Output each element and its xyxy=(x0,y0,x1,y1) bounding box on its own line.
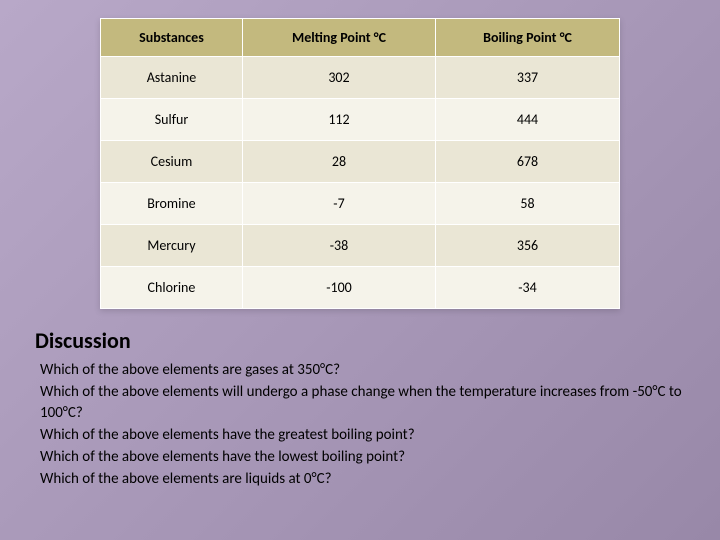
table-header: Substances Melting Point °C Boiling Poin… xyxy=(101,19,620,57)
cell-boiling: 356 xyxy=(436,225,620,267)
cell-melting: -100 xyxy=(242,267,435,309)
cell-boiling: -34 xyxy=(436,267,620,309)
cell-melting: 112 xyxy=(242,99,435,141)
cell-boiling: 337 xyxy=(436,57,620,99)
table-row: Chlorine -100 -34 xyxy=(101,267,620,309)
discussion-questions: Which of the above elements are gases at… xyxy=(30,360,690,490)
cell-substance: Chlorine xyxy=(101,267,243,309)
col-melting: Melting Point °C xyxy=(242,19,435,57)
cell-boiling: 58 xyxy=(436,183,620,225)
cell-melting: -7 xyxy=(242,183,435,225)
table-row: Sulfur 112 444 xyxy=(101,99,620,141)
table-row: Bromine -7 58 xyxy=(101,183,620,225)
question-item: Which of the above elements are liquids … xyxy=(40,469,690,489)
cell-melting: -38 xyxy=(242,225,435,267)
elements-table: Substances Melting Point °C Boiling Poin… xyxy=(100,18,620,309)
cell-substance: Sulfur xyxy=(101,99,243,141)
cell-substance: Bromine xyxy=(101,183,243,225)
slide-container: Substances Melting Point °C Boiling Poin… xyxy=(0,0,720,540)
table-row: Mercury -38 356 xyxy=(101,225,620,267)
cell-substance: Astanine xyxy=(101,57,243,99)
question-item: Which of the above elements have the gre… xyxy=(40,425,690,445)
col-boiling: Boiling Point °C xyxy=(436,19,620,57)
cell-substance: Cesium xyxy=(101,141,243,183)
cell-substance: Mercury xyxy=(101,225,243,267)
header-row: Substances Melting Point °C Boiling Poin… xyxy=(101,19,620,57)
discussion-heading: Discussion xyxy=(30,327,690,354)
question-item: Which of the above elements will undergo… xyxy=(40,382,690,423)
table-body: Astanine 302 337 Sulfur 112 444 Cesium 2… xyxy=(101,57,620,309)
cell-melting: 28 xyxy=(242,141,435,183)
cell-melting: 302 xyxy=(242,57,435,99)
elements-table-wrap: Substances Melting Point °C Boiling Poin… xyxy=(100,18,620,309)
col-substances: Substances xyxy=(101,19,243,57)
table-row: Cesium 28 678 xyxy=(101,141,620,183)
cell-boiling: 678 xyxy=(436,141,620,183)
cell-boiling: 444 xyxy=(436,99,620,141)
question-item: Which of the above elements are gases at… xyxy=(40,360,690,380)
table-row: Astanine 302 337 xyxy=(101,57,620,99)
question-item: Which of the above elements have the low… xyxy=(40,447,690,467)
